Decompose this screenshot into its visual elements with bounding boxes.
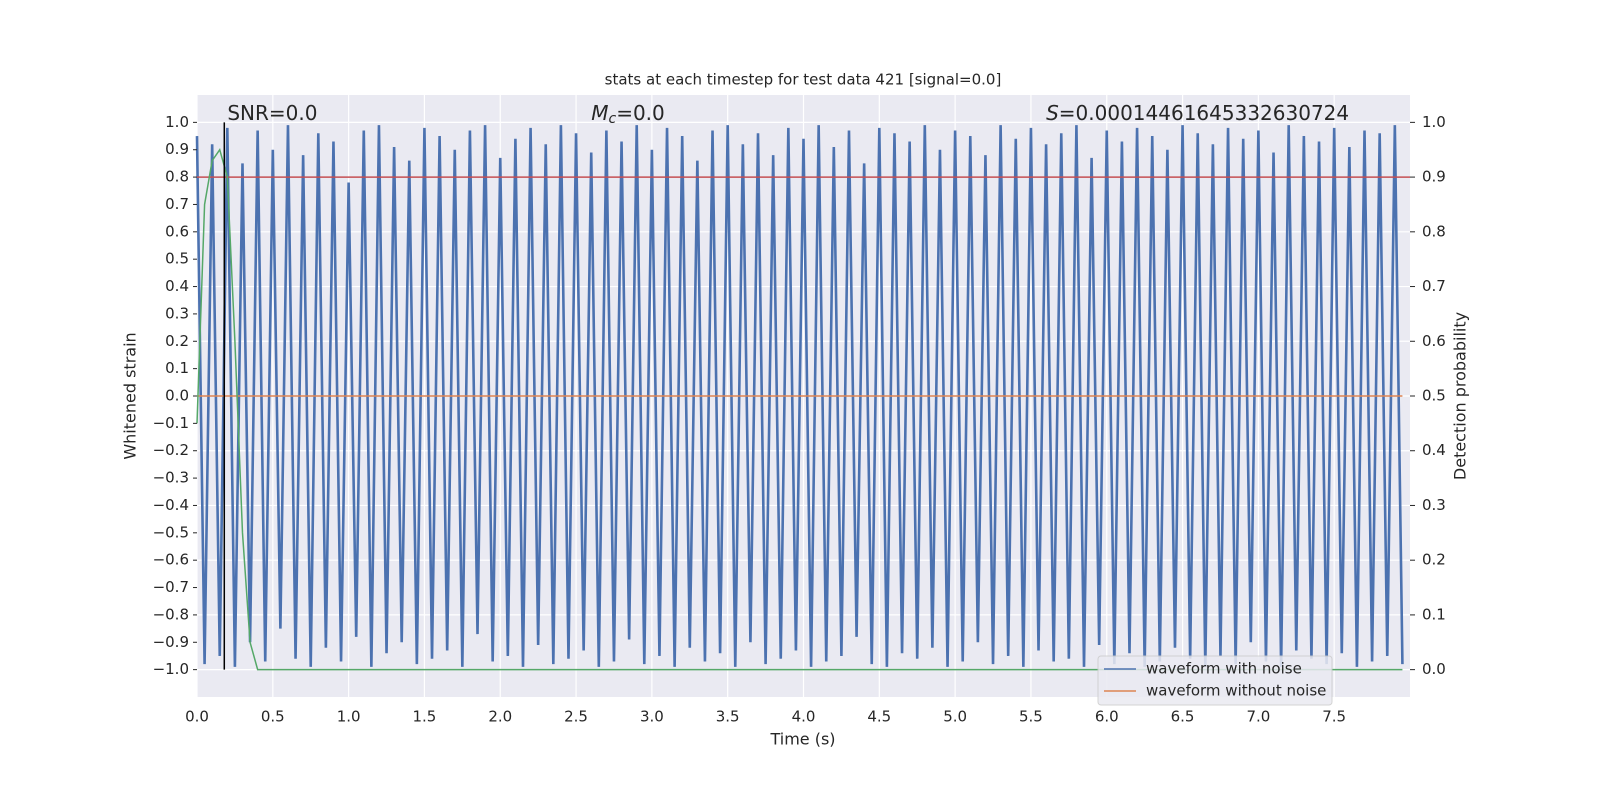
annotation-text: =0.0	[616, 101, 665, 125]
marks	[195, 122, 1410, 671]
y-tick-label: 0.7	[165, 195, 189, 213]
y-tick-label: 0.1	[165, 359, 189, 377]
y-tick-label: −0.2	[153, 441, 189, 459]
y-tick-label: 0.8	[165, 168, 189, 186]
x-axis-label: Time (s)	[769, 730, 835, 749]
probability-line	[196, 147, 1403, 671]
annotation-text: SNR=0.0	[227, 101, 317, 125]
x-tick-label: 5.5	[1019, 708, 1043, 726]
y2-tick-label: 0.0	[1422, 660, 1446, 678]
legend-label: waveform with noise	[1146, 660, 1302, 678]
x-tick-label: 7.0	[1246, 708, 1270, 726]
y-tick-label: −1.0	[153, 660, 189, 678]
chart-title: stats at each timestep for test data 421…	[605, 71, 1002, 89]
legend-box	[1097, 655, 1333, 706]
annotation-text: =0.00014461645332630724	[1059, 101, 1349, 125]
y2-axis-label: Detection probability	[1451, 312, 1470, 480]
y2-tick-label: 0.4	[1422, 441, 1446, 459]
annotation-symbol: S	[1046, 101, 1059, 125]
y-tick-label: 0.5	[165, 250, 189, 268]
y-tick-label: −0.8	[153, 605, 189, 623]
x-tick-label: 7.5	[1322, 708, 1346, 726]
annotation-symbol: M	[591, 101, 608, 125]
y-tick-label: 0.2	[165, 332, 189, 350]
y2-tick-label: 0.5	[1422, 387, 1446, 405]
y-tick-label: 0.4	[165, 277, 189, 295]
y2-tick-label: 0.8	[1422, 222, 1446, 240]
annotation-subscript: c	[608, 111, 616, 127]
y-tick-label: 0.0	[165, 387, 189, 405]
legend: waveform with noise waveform without nois…	[1097, 655, 1333, 706]
y2-tick-label: 0.2	[1422, 551, 1446, 569]
y2-tick-label: 1.0	[1422, 113, 1446, 131]
noise-line	[195, 125, 1404, 667]
x-tick-label: 0.0	[185, 708, 209, 726]
y2-tick-label: 0.9	[1422, 168, 1446, 186]
x-tick-label: 1.5	[413, 708, 437, 726]
x-tick-label: 2.5	[564, 708, 588, 726]
legend-label: waveform without noise	[1146, 682, 1326, 700]
x-tick-label: 6.5	[1171, 708, 1195, 726]
y-tick-label: −0.3	[153, 469, 189, 487]
y-tick-label: −0.9	[153, 633, 189, 651]
y-axis-label: Whitened strain	[121, 332, 140, 459]
annotation: Mc=0.0	[591, 101, 665, 128]
x-tick-label: 5.0	[943, 708, 967, 726]
x-tick-label: 6.0	[1095, 708, 1119, 726]
y-tick-label: 1.0	[165, 113, 189, 131]
y-tick-label: 0.6	[165, 222, 189, 240]
y2-tick-label: 0.6	[1422, 332, 1446, 350]
annotation: SNR=0.0	[227, 101, 317, 125]
annotation: S=0.00014461645332630724	[1046, 101, 1349, 125]
x-tick-label: 4.0	[792, 708, 816, 726]
y-tick-label: −0.6	[153, 551, 189, 569]
y2-tick-label: 0.3	[1422, 496, 1446, 514]
y-tick-label: −0.1	[153, 414, 189, 432]
y-tick-label: 0.3	[165, 304, 189, 322]
x-tick-label: 3.5	[716, 708, 740, 726]
y2-tick-label: 0.1	[1422, 605, 1446, 623]
y-tick-label: −0.5	[153, 523, 189, 541]
x-tick-label: 3.0	[640, 708, 664, 726]
y-tick-label: −0.7	[153, 578, 189, 596]
y-tick-label: −0.4	[153, 496, 189, 514]
x-tick-label: 0.5	[261, 708, 285, 726]
y2-tick-label: 0.7	[1422, 277, 1446, 295]
x-tick-label: 4.5	[867, 708, 891, 726]
y-tick-label: 0.9	[165, 140, 189, 158]
x-tick-label: 1.0	[337, 708, 361, 726]
x-tick-label: 2.0	[488, 708, 512, 726]
